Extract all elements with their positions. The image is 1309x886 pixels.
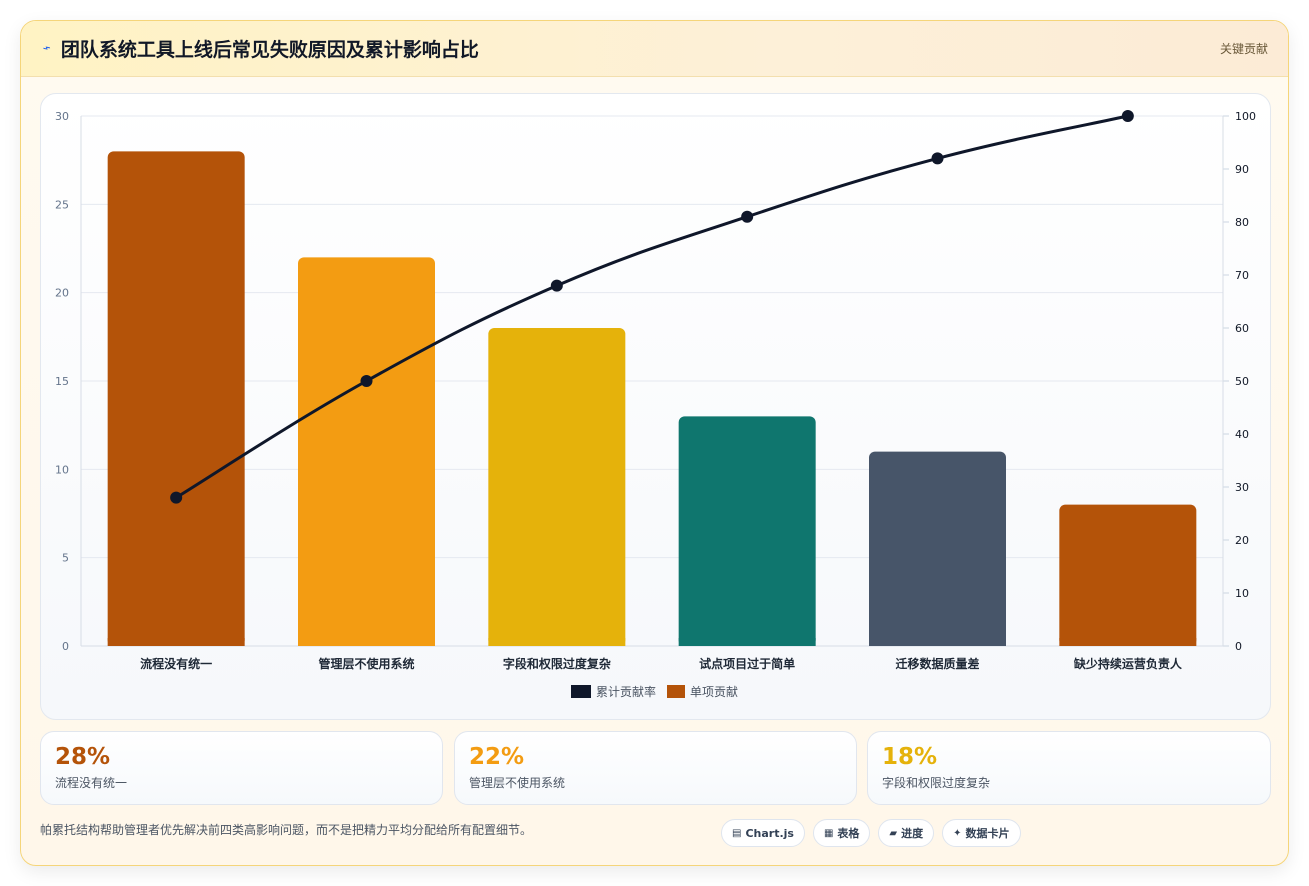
tag-label: 表格 [837, 827, 860, 840]
y2-tick-label: 50 [1235, 375, 1249, 388]
card-header: ⌁ 团队系统工具上线后常见失败原因及累计影响占比 关键贡献 [21, 21, 1288, 77]
bar-base [488, 638, 626, 646]
y-tick-label: 5 [62, 552, 69, 565]
x-tick-label: 流程没有统一 [140, 656, 212, 671]
chart-panel: 0 5 10 15 20 25 30 0 10 20 30 40 50 60 70 80 90 100 流程没有统一… [40, 93, 1271, 720]
x-tick-label: 迁移数据质量差 [895, 656, 979, 671]
bar [298, 257, 435, 646]
tag-table[interactable]: ▦ 表格 [812, 819, 871, 847]
dashboard-card: ⌁ 团队系统工具上线后常见失败原因及累计影响占比 关键贡献 0 5 10 15 20 25… [20, 20, 1289, 866]
legend-label-line: 累计贡献率 [596, 684, 656, 699]
y-tick-label: 25 [55, 198, 69, 211]
y2-tick-label: 70 [1235, 269, 1249, 282]
stat-label: 流程没有统一 [55, 776, 128, 790]
cumulative-point [360, 375, 373, 387]
stat-label: 字段和权限过度复杂 [882, 776, 991, 790]
y2-tick-label: 30 [1235, 481, 1249, 494]
y2-tick-label: 40 [1235, 428, 1249, 441]
tag-chartjs[interactable]: ▤ Chart.js [721, 819, 805, 847]
cumulative-point [1121, 110, 1134, 122]
y2-tick-label: 20 [1235, 534, 1249, 547]
bar [1059, 504, 1197, 646]
stat-label: 管理层不使用系统 [469, 776, 566, 790]
y-tick-label: 10 [55, 463, 69, 476]
legend-label-bar: 单项贡献 [690, 684, 738, 699]
bar [488, 328, 626, 646]
y2-tick-label: 80 [1235, 216, 1249, 229]
cumulative-line [175, 114, 1129, 499]
stat-value: 22% [469, 744, 525, 770]
bar-base [869, 638, 1006, 646]
header-badge: 关键贡献 [1219, 42, 1268, 56]
cumulative-point [550, 279, 563, 292]
page-title: 团队系统工具上线后常见失败原因及累计影响占比 [60, 39, 479, 61]
bar-base [1059, 638, 1197, 646]
bar-base [107, 638, 245, 646]
tag-label: Chart.js [745, 826, 794, 840]
tag-list: ▤ Chart.js ▦ 表格 ▰ 进度 ✦ 数据卡片 [721, 819, 1021, 847]
stat-value: 18% [882, 744, 938, 770]
table-icon: ▦ [823, 827, 834, 839]
stat-card-3: 18% 字段和权限过度复杂 [867, 731, 1271, 805]
lightning-icon: ⌁ [40, 40, 54, 57]
y-tick-label: 20 [55, 287, 69, 300]
y-tick-label: 15 [55, 375, 69, 388]
x-tick-label: 字段和权限过度复杂 [503, 656, 611, 671]
x-tick-label: 管理层不使用系统 [318, 656, 414, 671]
chart-icon: ▤ [732, 827, 742, 839]
y2-tick-label: 90 [1235, 163, 1249, 176]
tag-label: 数据卡片 [965, 827, 1010, 840]
x-tick-label: 试点项目过于简单 [699, 656, 795, 671]
tag-progress[interactable]: ▰ 进度 [878, 819, 935, 847]
progress-icon: ▰ [889, 827, 898, 839]
title-wrap: ⌁ 团队系统工具上线后常见失败原因及累计影响占比 [40, 35, 479, 62]
x-tick-label: 缺少持续运营负责人 [1074, 656, 1183, 671]
legend-swatch-line [571, 685, 591, 698]
footer-note: 帕累托结构帮助管理者优先解决前四类高影响问题，而不是把精力平均分配给所有配置细节… [40, 823, 533, 837]
pareto-chart: 0 5 10 15 20 25 30 0 10 20 30 40 50 60 70 80 90 100 流程没有统一… [55, 110, 1256, 699]
tag-data-card[interactable]: ✦ 数据卡片 [942, 819, 1021, 847]
bar [107, 151, 245, 647]
bar-base [298, 638, 435, 646]
legend-swatch-bar [667, 685, 685, 698]
y2-tick-label: 10 [1235, 587, 1249, 600]
y-tick-label: 0 [62, 640, 69, 653]
cumulative-point [741, 210, 754, 223]
bar-base [678, 638, 816, 646]
cumulative-point [931, 152, 944, 165]
y2-tick-label: 60 [1235, 322, 1249, 335]
y-tick-label: 30 [55, 110, 69, 123]
stat-value: 28% [55, 744, 111, 770]
sparkle-icon: ✦ [953, 827, 962, 839]
stat-card-2: 22% 管理层不使用系统 [454, 731, 857, 805]
y2-tick-label: 100 [1235, 110, 1256, 123]
bar [869, 451, 1006, 646]
stat-card-1: 28% 流程没有统一 [40, 731, 443, 805]
bar [678, 416, 816, 646]
cumulative-point [170, 491, 183, 504]
y2-tick-label: 0 [1235, 640, 1242, 653]
tag-label: 进度 [901, 827, 924, 840]
